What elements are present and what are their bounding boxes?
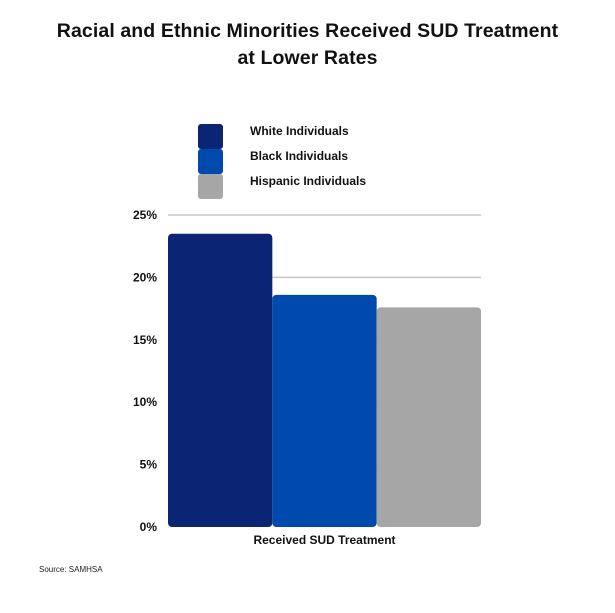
chart-title: Racial and Ethnic Minorities Received SU… [0, 18, 615, 72]
bar-black-individuals [272, 294, 377, 527]
legend-label-black: Black Individuals [250, 149, 349, 163]
chart-title-line-2: at Lower Rates [237, 47, 378, 69]
legend-label-hispanic: Hispanic Individuals [250, 174, 367, 188]
bar-white-individuals [168, 233, 273, 527]
legend-item-hispanic: Hispanic Individuals [198, 174, 458, 199]
y-tick-label-25: 25% [133, 208, 157, 222]
y-tick-label-10: 10% [133, 395, 157, 409]
x-axis: Received SUD Treatment [253, 533, 395, 547]
chart-title-line-1: Racial and Ethnic Minorities Received SU… [56, 20, 559, 42]
x-category-label: Received SUD Treatment [253, 533, 395, 547]
legend-swatch-hispanic [198, 174, 223, 199]
y-tick-label-0: 0% [140, 520, 158, 534]
y-axis-ticks: 0% 5% 10% 15% 20% 25% [133, 208, 157, 534]
legend-label-white: White Individuals [250, 124, 349, 138]
y-tick-label-15: 15% [133, 333, 157, 347]
legend-swatch-white [198, 124, 223, 149]
source-note: Source: SAMHSA [39, 565, 103, 574]
legend-swatch-black [198, 149, 223, 174]
legend-item-black: Black Individuals [198, 149, 458, 174]
bars [168, 233, 481, 527]
y-tick-label-5: 5% [140, 458, 158, 472]
chart-legend: White Individuals Black Individuals Hisp… [198, 124, 458, 199]
y-tick-label-20: 20% [133, 270, 157, 284]
bar-hispanic-individuals [376, 307, 481, 527]
legend-item-white: White Individuals [198, 124, 458, 149]
